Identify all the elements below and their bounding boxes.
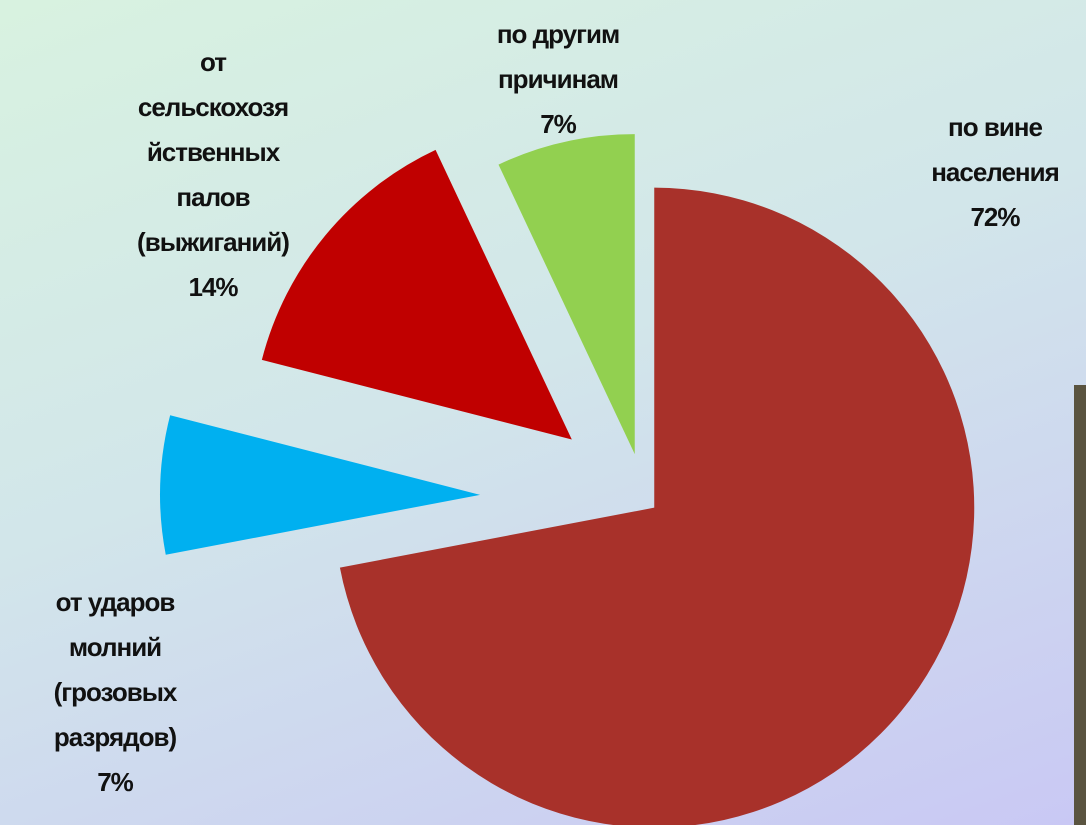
value-label: 14% bbox=[188, 272, 238, 302]
slice-label: от ударов молний (грозовых разрядов) 7% bbox=[53, 580, 178, 805]
pie-slice bbox=[160, 415, 481, 555]
category-label: от ударов молний (грозовых разрядов) bbox=[53, 587, 178, 752]
value-label: 72% bbox=[970, 202, 1020, 232]
category-label: от сельскохозя йственных палов (выжигани… bbox=[137, 47, 290, 257]
slice-label: по другим причинам 7% bbox=[496, 12, 620, 147]
slice-label: по вине населения 72% bbox=[931, 105, 1060, 240]
value-label: 7% bbox=[97, 767, 134, 797]
value-label: 7% bbox=[540, 109, 577, 139]
slice-label: от сельскохозя йственных палов (выжигани… bbox=[137, 40, 290, 310]
pie-slice bbox=[498, 134, 635, 455]
photo-edge bbox=[1074, 385, 1086, 825]
pie-slice bbox=[261, 149, 572, 440]
category-label: по вине населения bbox=[931, 112, 1060, 187]
pie-slice bbox=[339, 187, 975, 825]
category-label: по другим причинам bbox=[496, 19, 620, 94]
